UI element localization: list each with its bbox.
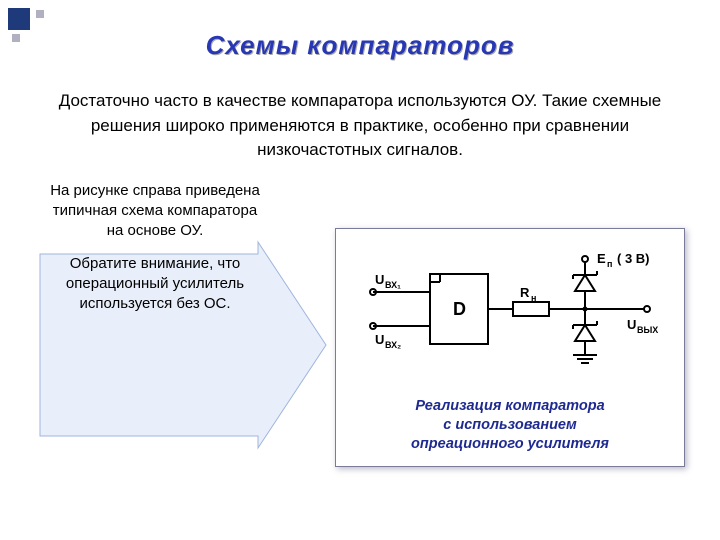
svg-text:п: п — [607, 259, 612, 269]
svg-text:D: D — [453, 299, 466, 319]
caption-line: с использованием — [443, 417, 576, 433]
svg-text:U: U — [375, 332, 384, 347]
svg-text:R: R — [520, 285, 530, 300]
deco-square-small — [36, 10, 44, 18]
intro-text: Достаточно часто в качестве компаратора … — [50, 89, 670, 163]
svg-text:U: U — [627, 317, 636, 332]
caption-line: Реализация компаратора — [415, 398, 604, 414]
svg-text:ВХ₁: ВХ₁ — [385, 280, 401, 290]
left-paragraph-1: На рисунке справа приведена типичная схе… — [46, 181, 264, 242]
svg-text:ВХ₂: ВХ₂ — [385, 340, 401, 350]
circuit-diagram: DUВХ₁UВХ₂RнEп( 3 В)UВЫХ — [345, 239, 675, 389]
svg-text:н: н — [531, 293, 536, 303]
left-description: На рисунке справа приведена типичная схе… — [40, 163, 270, 333]
circuit-panel: DUВХ₁UВХ₂RнEп( 3 В)UВЫХ Реализация компа… — [335, 228, 685, 467]
left-paragraph-2: Обратите внимание, что операционный усил… — [46, 254, 264, 315]
caption-line: опреационного усилителя — [411, 436, 609, 452]
svg-text:( 3 В): ( 3 В) — [617, 251, 650, 266]
deco-square-small — [12, 34, 20, 42]
svg-text:E: E — [597, 251, 606, 266]
svg-text:U: U — [375, 272, 384, 287]
svg-text:ВЫХ: ВЫХ — [637, 325, 658, 335]
circuit-caption: Реализация компаратора с использованием … — [344, 397, 676, 454]
deco-square-large — [8, 8, 30, 30]
page-title: Схемы компараторов — [0, 0, 720, 61]
